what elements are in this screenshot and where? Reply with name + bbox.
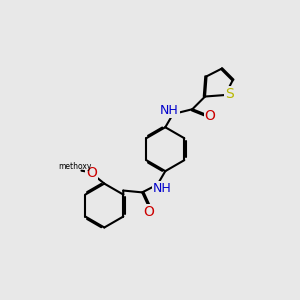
Text: NH: NH bbox=[153, 182, 172, 195]
Text: NH: NH bbox=[160, 104, 178, 117]
Text: S: S bbox=[225, 87, 234, 101]
Text: O: O bbox=[205, 109, 216, 123]
Text: methoxy: methoxy bbox=[58, 162, 92, 171]
Text: O: O bbox=[144, 206, 154, 220]
Text: O: O bbox=[86, 166, 97, 179]
